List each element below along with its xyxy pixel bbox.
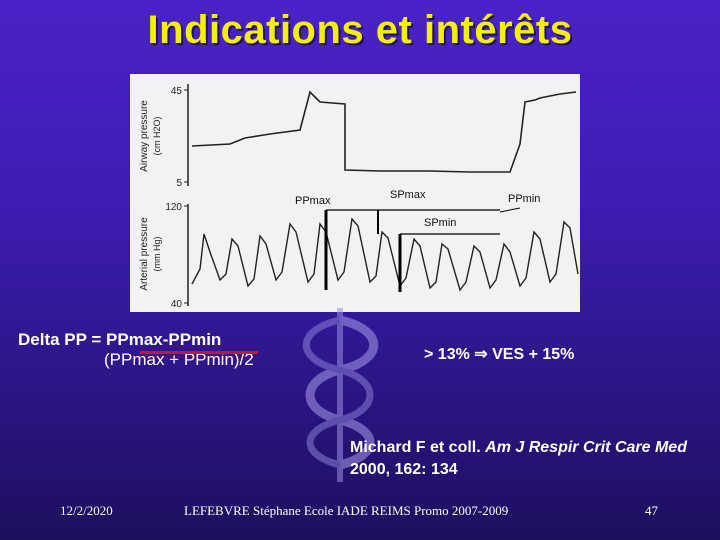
airway-axis-label: Airway pressure [139, 100, 150, 172]
airway-tick-bottom: 5 [176, 178, 182, 189]
spmax-label: SPmax [390, 189, 426, 201]
threshold-result: > 13% ⇒ VES + 15% [424, 346, 575, 363]
reference-authors: Michard F et coll. [350, 439, 486, 456]
arterial-pressure-trace [191, 217, 579, 292]
ppmin-pointer [499, 207, 521, 213]
pressure-waveform-figure: 45 5 120 40 Airway pressure (cm H2O) Art… [130, 74, 580, 312]
airway-pressure-trace [191, 90, 577, 173]
arterial-tick-bottom: 40 [171, 299, 183, 310]
waveform-svg: 45 5 120 40 Airway pressure (cm H2O) Art… [139, 84, 579, 310]
reference-citation: Michard F et coll. Am J Respir Crit Care… [350, 437, 700, 481]
airway-axis-unit: (cm H2O) [152, 117, 162, 156]
arterial-tick-top: 120 [165, 202, 182, 213]
caduceus-watermark-icon [302, 308, 379, 482]
formula-numerator: Delta PP = PPmax-PPmin [18, 330, 222, 349]
footer-author: LEFEBVRE Stéphane Ecole IADE REIMS Promo… [184, 503, 509, 518]
slide-title: Indications et intérêts [147, 8, 573, 52]
footer-date: 12/2/2020 [60, 503, 113, 518]
ppmin-label: PPmin [508, 193, 540, 205]
formula-denominator: (PPmax + PPmin)/2 [104, 350, 254, 369]
spmin-label: SPmin [424, 217, 456, 229]
fraction-bar [140, 351, 258, 354]
airway-tick-top: 45 [171, 86, 183, 97]
arterial-axis-unit: (mm Hg) [152, 237, 162, 272]
arterial-axis-label: Arterial pressure [139, 217, 150, 291]
slide-number: 47 [645, 503, 658, 518]
reference-journal: Am J Respir Crit Care Med [485, 439, 687, 456]
ppmax-label: PPmax [295, 195, 331, 207]
reference-details: 2000, 162: 134 [350, 461, 458, 478]
